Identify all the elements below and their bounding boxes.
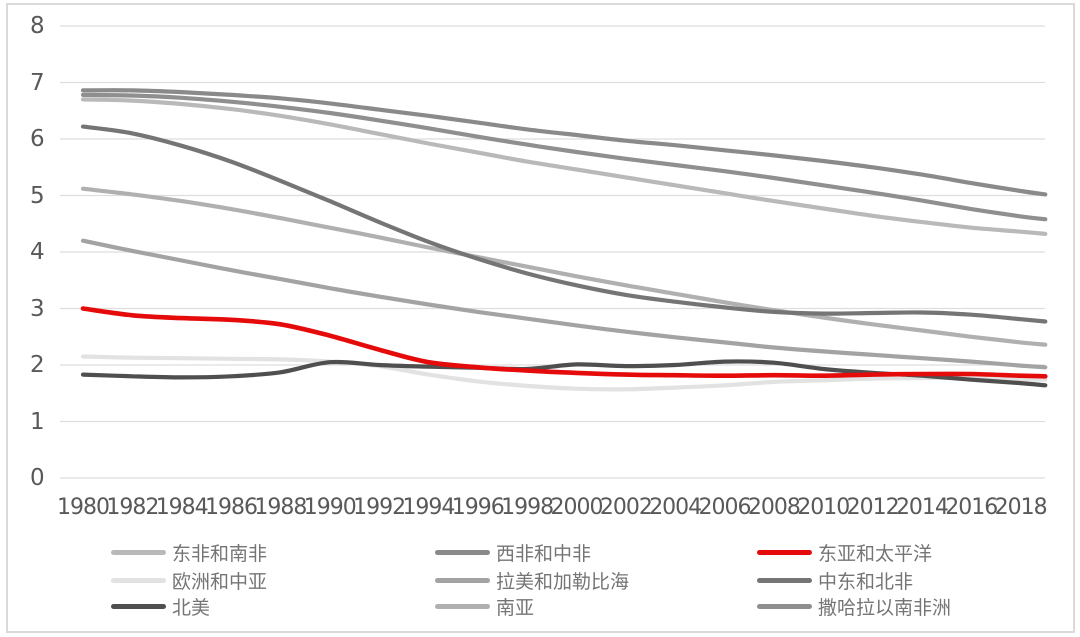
series-line [80,88,1048,197]
x-axis-label: 2000 [550,495,604,520]
x-axis-label: 2008 [747,495,801,520]
x-axis-label: 1994 [402,495,455,520]
legend-item: 南亚 [435,594,535,619]
x-axis-label: 1986 [205,495,258,520]
legend-line-swatch [435,549,490,555]
y-axis-label: 4 [30,239,45,265]
legend-item: 东非和南非 [111,540,268,565]
x-axis-label: 1998 [501,495,554,520]
y-axis-label: 7 [30,69,45,96]
legend-line-swatch [757,549,812,555]
y-axis-label: 8 [30,13,45,39]
x-axis-label: 2012 [846,495,900,520]
series-line [80,124,1048,324]
legend-line-swatch [757,603,812,609]
series-line [80,306,1048,379]
legend-line-swatch [111,603,166,609]
x-axis-label: 1990 [303,495,357,520]
legend-line-swatch [757,577,812,583]
x-axis-label: 1996 [451,495,505,520]
x-axis-label: 2014 [895,495,949,520]
x-axis-label: 1992 [353,495,406,520]
x-axis-label: 2004 [649,495,702,520]
legend-line-swatch [435,603,490,609]
y-axis-label: 0 [30,465,45,491]
y-axis-label: 2 [30,352,45,378]
y-axis-label: 1 [30,408,45,435]
y-axis-label: 3 [30,295,45,322]
series-line [80,238,1048,370]
x-axis-label: 1988 [254,495,307,520]
y-axis-label: 5 [30,182,45,209]
legend-line-swatch [435,577,490,583]
legend-item: 欧洲和中亚 [111,568,268,593]
y-axis-label: 6 [30,126,45,152]
series-line [80,186,1048,347]
series-line [80,97,1048,236]
legend-item: 拉美和加勒比海 [435,568,630,593]
legend-label: 撒哈拉以南非洲 [818,596,952,619]
legend-label: 北美 [172,596,211,619]
x-axis-label: 1980 [57,495,110,520]
x-axis-label: 2018 [994,495,1048,520]
legend-item: 北美 [111,594,211,619]
x-axis-label: 2010 [797,495,850,520]
x-axis-label: 1982 [106,495,159,520]
series-line [80,354,1048,392]
legend-line-swatch [111,577,166,583]
legend-label: 西非和中非 [496,542,592,565]
legend-label: 东非和南非 [172,542,268,565]
legend-item: 撒哈拉以南非洲 [757,594,952,619]
legend-line-swatch [111,549,166,555]
legend-label: 中东和北非 [818,570,914,593]
legend-item: 东亚和太平洋 [757,540,933,565]
x-axis-label: 1984 [155,495,209,520]
legend-item: 西非和中非 [435,540,592,565]
legend-label: 东亚和太平洋 [818,542,933,565]
legend-label: 拉美和加勒比海 [496,570,630,593]
x-axis-label: 2006 [698,495,752,520]
legend-label: 南亚 [496,596,535,619]
series-line [80,92,1048,222]
legend-label: 欧洲和中亚 [172,570,268,593]
legend-item: 中东和北非 [757,568,914,593]
x-axis-label: 2002 [599,495,653,520]
x-axis-label: 2016 [945,495,998,520]
